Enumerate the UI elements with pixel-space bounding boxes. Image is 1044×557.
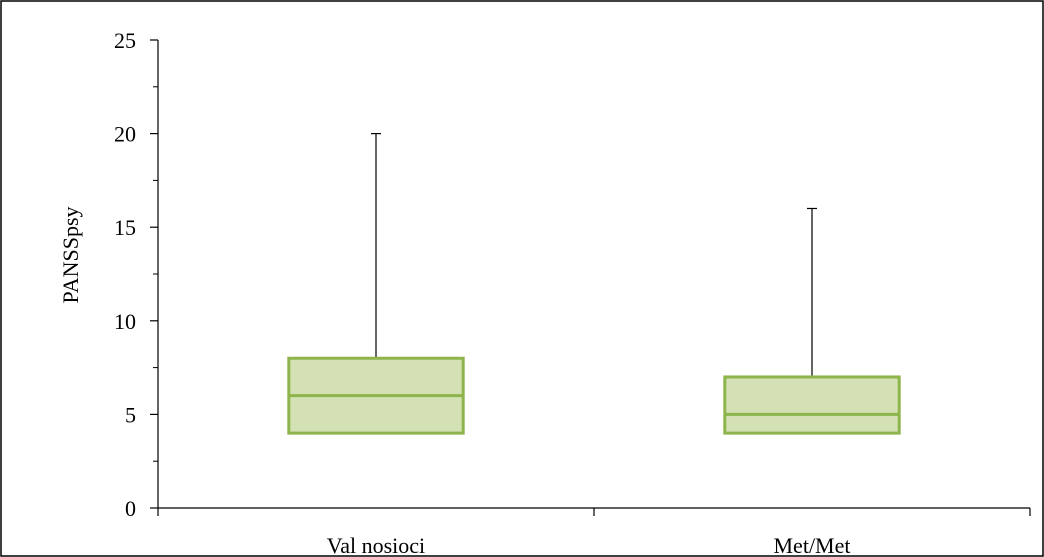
y-tick-label: 5 <box>125 402 136 427</box>
y-axis-label: PANSSpsy <box>58 206 83 303</box>
x-ticks: Val nosioci Met/Met <box>157 508 1031 557</box>
box-group <box>723 207 901 435</box>
y-axis-label-group: PANSSpsy <box>58 206 83 303</box>
y-tick-label: 10 <box>114 309 136 334</box>
y-tick-label: 20 <box>114 122 136 147</box>
x-tick-label: Met/Met <box>774 533 851 557</box>
x-tick-label: Val nosioci <box>327 533 425 557</box>
y-tick-label: 0 <box>125 496 136 521</box>
box-iqr <box>723 375 901 435</box>
box-group <box>287 133 465 435</box>
y-ticks: 0 5 10 15 20 25 <box>114 28 158 521</box>
boxes <box>287 133 901 435</box>
y-tick-label: 15 <box>114 215 136 240</box>
y-tick-label: 25 <box>114 28 136 53</box>
